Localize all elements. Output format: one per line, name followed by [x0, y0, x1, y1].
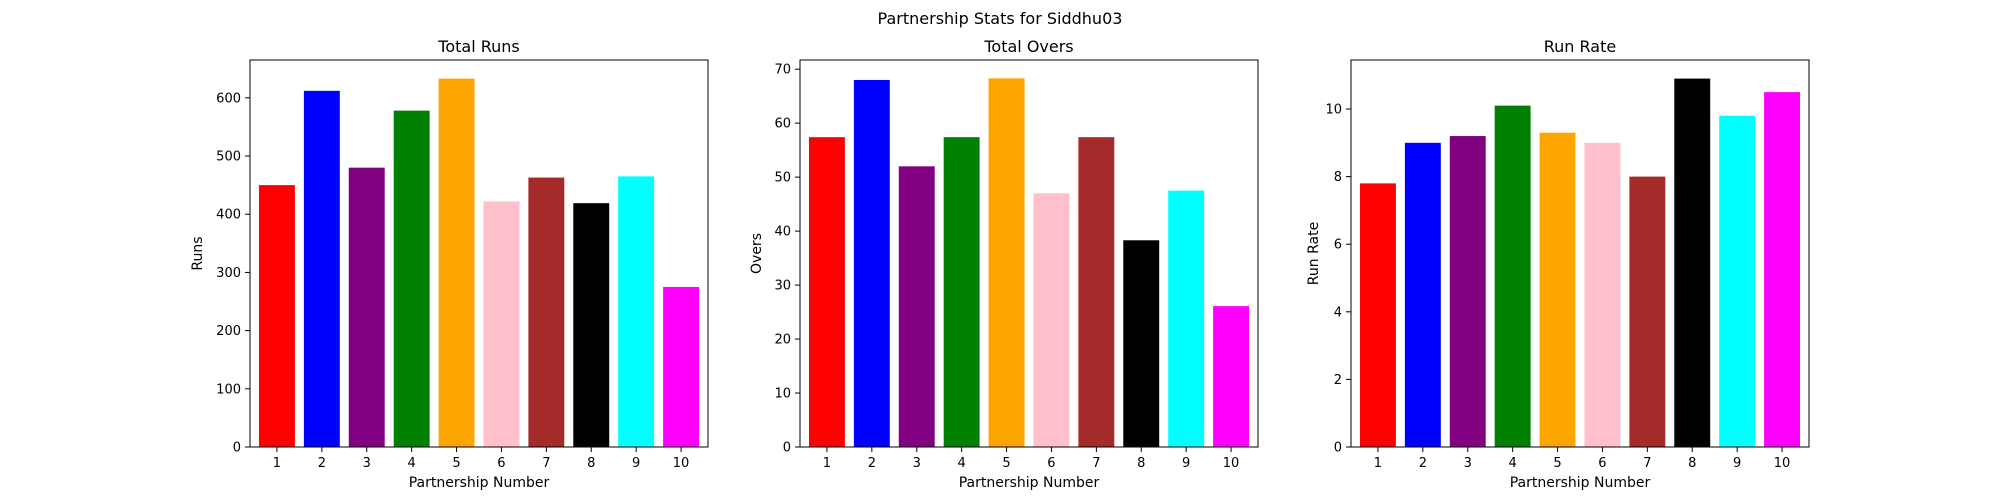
bar-6: [1033, 193, 1070, 447]
bar-2: [1404, 142, 1441, 447]
y-tick-label: 8: [1334, 170, 1342, 185]
x-tick-label: 1: [1374, 456, 1382, 471]
bar-7: [528, 177, 565, 448]
x-tick-label: 2: [1419, 456, 1427, 471]
bar-8: [1674, 78, 1711, 447]
bar-7: [1629, 176, 1666, 448]
y-tick-label: 50: [774, 171, 791, 186]
x-tick-label: 3: [1464, 456, 1472, 471]
bar-3: [348, 167, 385, 447]
x-tick-label: 5: [1002, 456, 1010, 471]
x-tick-label: 5: [1553, 456, 1561, 471]
y-tick-label: 0: [1334, 441, 1342, 456]
bar-10: [1213, 306, 1250, 447]
figure-title: Partnership Stats for Siddhu03: [878, 9, 1123, 28]
x-tick-label: 8: [1688, 456, 1696, 471]
x-tick-label: 4: [1509, 456, 1517, 471]
x-tick-label: 2: [318, 456, 326, 471]
x-tick-label: 7: [542, 456, 550, 471]
bar-9: [618, 176, 655, 447]
y-axis-label: Run Rate: [1306, 222, 1322, 285]
x-tick-label: 7: [1643, 456, 1651, 471]
bar-5: [438, 78, 475, 448]
y-axis-label: Runs: [190, 236, 206, 270]
x-tick-label: 1: [273, 456, 281, 471]
x-tick-label: 8: [587, 456, 595, 471]
chart-title: Total Overs: [983, 37, 1073, 56]
bar-8: [1123, 240, 1160, 447]
chart-panel: Run Rate 1 2 3 4 5 6 7 8 9 10 0 2 4 6 8 10 Partnership Nu…: [1306, 37, 1810, 491]
x-tick-label: 5: [452, 456, 460, 471]
y-tick-label: 30: [774, 279, 791, 294]
x-tick-label: 10: [1223, 456, 1240, 471]
y-tick-label: 4: [1334, 305, 1342, 320]
x-tick-label: 3: [913, 456, 921, 471]
bar-2: [853, 79, 890, 447]
bar-5: [988, 78, 1025, 447]
y-tick-label: 400: [216, 208, 241, 223]
x-axis-label: Partnership Number: [959, 475, 1100, 491]
bar-1: [808, 137, 845, 447]
y-tick-label: 20: [774, 333, 791, 348]
y-tick-label: 200: [216, 324, 241, 339]
x-tick-label: 6: [1598, 456, 1606, 471]
bar-4: [393, 110, 430, 447]
x-tick-label: 7: [1092, 456, 1100, 471]
y-tick-label: 0: [233, 441, 241, 456]
x-tick-label: 6: [497, 456, 505, 471]
bar-10: [663, 286, 700, 447]
x-tick-label: 9: [632, 456, 640, 471]
bar-1: [1359, 183, 1396, 447]
y-tick-label: 40: [774, 225, 791, 240]
bar-9: [1168, 190, 1205, 447]
bar-2: [303, 90, 340, 447]
y-tick-label: 6: [1334, 238, 1342, 253]
bar-4: [943, 137, 980, 447]
y-axis-label: Overs: [749, 233, 765, 274]
y-tick-label: 100: [216, 382, 241, 397]
bar-6: [1584, 142, 1621, 447]
bar-5: [1539, 132, 1576, 448]
bar-9: [1719, 115, 1756, 448]
x-tick-label: 10: [1774, 456, 1791, 471]
x-axis-label: Partnership Number: [409, 475, 550, 491]
plot-frame: [1350, 59, 1810, 448]
plot-frame: [799, 59, 1259, 448]
plot-frame: [249, 59, 709, 448]
x-tick-label: 1: [823, 456, 831, 471]
bar-1: [258, 185, 295, 447]
bar-6: [483, 201, 520, 447]
x-tick-label: 10: [673, 456, 690, 471]
x-tick-label: 6: [1047, 456, 1055, 471]
bar-8: [573, 203, 610, 447]
y-tick-label: 2: [1334, 373, 1342, 388]
x-tick-label: 9: [1182, 456, 1190, 471]
y-tick-label: 10: [774, 387, 791, 402]
x-tick-label: 2: [868, 456, 876, 471]
x-tick-label: 4: [408, 456, 416, 471]
chart-title: Total Runs: [437, 37, 519, 56]
y-tick-label: 0: [783, 441, 791, 456]
y-tick-label: 500: [216, 150, 241, 165]
x-tick-label: 8: [1137, 456, 1145, 471]
x-tick-label: 3: [363, 456, 371, 471]
y-tick-label: 300: [216, 266, 241, 281]
y-tick-label: 60: [774, 117, 791, 132]
y-tick-label: 70: [774, 63, 791, 78]
bar-3: [898, 166, 935, 447]
bar-4: [1494, 105, 1531, 447]
chart-title: Run Rate: [1544, 37, 1616, 56]
bar-10: [1764, 92, 1801, 448]
y-tick-label: 10: [1325, 103, 1342, 118]
bar-3: [1449, 136, 1486, 448]
y-tick-label: 600: [216, 91, 241, 106]
x-tick-label: 4: [958, 456, 966, 471]
x-tick-label: 9: [1733, 456, 1741, 471]
bar-7: [1078, 137, 1115, 447]
chart-panel: Total Overs 1 2 3 4 5 6 7 8 9 10 0 10 20 30 40 50 60 70 Par…: [749, 37, 1259, 491]
x-axis-label: Partnership Number: [1510, 475, 1651, 491]
